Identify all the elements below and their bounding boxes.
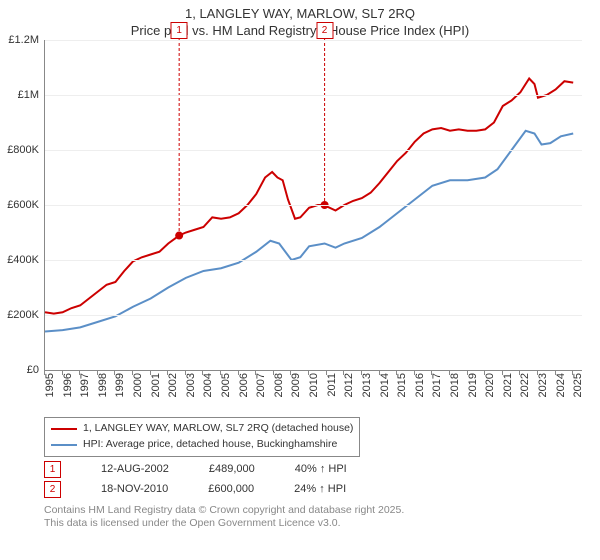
- y-tick-label: £600K: [7, 199, 45, 211]
- x-tick-label: 1999: [114, 373, 126, 397]
- sale-date: 18-NOV-2010: [101, 483, 168, 495]
- sale-price: £489,000: [209, 463, 255, 475]
- x-tick-label: 2012: [343, 373, 355, 397]
- x-tick-label: 1997: [79, 373, 91, 397]
- x-tick-label: 2019: [467, 373, 479, 397]
- sale-marker-box: 2: [316, 22, 333, 39]
- y-tick-label: £1.2M: [8, 34, 45, 46]
- x-tick-label: 2002: [167, 373, 179, 397]
- x-tick-label: 2001: [150, 373, 162, 397]
- table-row: 1 12-AUG-2002 £489,000 40% ↑ HPI: [44, 461, 582, 478]
- legend-label: HPI: Average price, detached house, Buck…: [83, 437, 337, 453]
- sale-marker-dot: [175, 232, 183, 240]
- x-tick-label: 1998: [97, 373, 109, 397]
- chart-plot-area: £0£200K£400K£600K£800K£1M£1.2M12: [44, 40, 582, 371]
- x-tick-label: 2010: [308, 373, 320, 397]
- sale-delta: 24% ↑ HPI: [294, 483, 346, 495]
- legend-label: 1, LANGLEY WAY, MARLOW, SL7 2RQ (detache…: [83, 421, 353, 437]
- x-tick-label: 2025: [572, 373, 584, 397]
- x-tick-label: 2005: [220, 373, 232, 397]
- sale-marker-box: 1: [171, 22, 188, 39]
- x-tick-label: 2020: [484, 373, 496, 397]
- y-tick-label: £1M: [18, 89, 45, 101]
- table-row: 2 18-NOV-2010 £600,000 24% ↑ HPI: [44, 481, 582, 498]
- footer-attribution: Contains HM Land Registry data © Crown c…: [44, 504, 582, 531]
- sale-price: £600,000: [208, 483, 254, 495]
- sale-date: 12-AUG-2002: [101, 463, 169, 475]
- legend-swatch: [51, 428, 77, 430]
- x-tick-label: 1995: [44, 373, 56, 397]
- legend-swatch: [51, 444, 77, 446]
- x-tick-label: 2023: [537, 373, 549, 397]
- y-tick-label: £800K: [7, 144, 45, 156]
- sale-marker-box: 2: [44, 481, 61, 498]
- title-line1: 1, LANGLEY WAY, MARLOW, SL7 2RQ: [0, 6, 600, 21]
- series-price_paid: [45, 79, 573, 314]
- x-tick-label: 2017: [431, 373, 443, 397]
- x-tick-label: 2007: [255, 373, 267, 397]
- x-tick-label: 2003: [185, 373, 197, 397]
- footer-line1: Contains HM Land Registry data © Crown c…: [44, 504, 582, 518]
- chart-title: 1, LANGLEY WAY, MARLOW, SL7 2RQ Price pa…: [0, 0, 600, 40]
- x-tick-label: 2013: [361, 373, 373, 397]
- legend-item: HPI: Average price, detached house, Buck…: [51, 437, 353, 453]
- legend-item: 1, LANGLEY WAY, MARLOW, SL7 2RQ (detache…: [51, 421, 353, 437]
- y-tick-label: £400K: [7, 254, 45, 266]
- legend: 1, LANGLEY WAY, MARLOW, SL7 2RQ (detache…: [44, 417, 360, 457]
- title-line2: Price paid vs. HM Land Registry's House …: [0, 23, 600, 38]
- footer-line2: This data is licensed under the Open Gov…: [44, 517, 582, 531]
- x-tick-label: 2008: [273, 373, 285, 397]
- y-tick-label: £200K: [7, 309, 45, 321]
- sales-table: 1 12-AUG-2002 £489,000 40% ↑ HPI 2 18-NO…: [44, 461, 582, 498]
- y-tick-label: £0: [27, 364, 45, 376]
- x-tick-label: 2014: [379, 373, 391, 397]
- x-tick-label: 2000: [132, 373, 144, 397]
- x-tick-label: 2018: [449, 373, 461, 397]
- x-tick-label: 2011: [326, 373, 338, 397]
- sale-marker-box: 1: [44, 461, 61, 478]
- x-tick-label: 2016: [414, 373, 426, 397]
- x-tick-label: 2015: [396, 373, 408, 397]
- x-tick-label: 2004: [202, 373, 214, 397]
- sale-delta: 40% ↑ HPI: [295, 463, 347, 475]
- series-hpi: [45, 131, 573, 332]
- x-tick-label: 2009: [290, 373, 302, 397]
- x-tick-label: 1996: [62, 373, 74, 397]
- x-tick-label: 2024: [555, 373, 567, 397]
- x-tick-label: 2006: [238, 373, 250, 397]
- x-tick-label: 2021: [502, 373, 514, 397]
- x-axis-ticks: 1995 1996 1997 1998 1999 2000 2001 2002 2003 2004…: [44, 371, 582, 411]
- x-tick-label: 2022: [519, 373, 531, 397]
